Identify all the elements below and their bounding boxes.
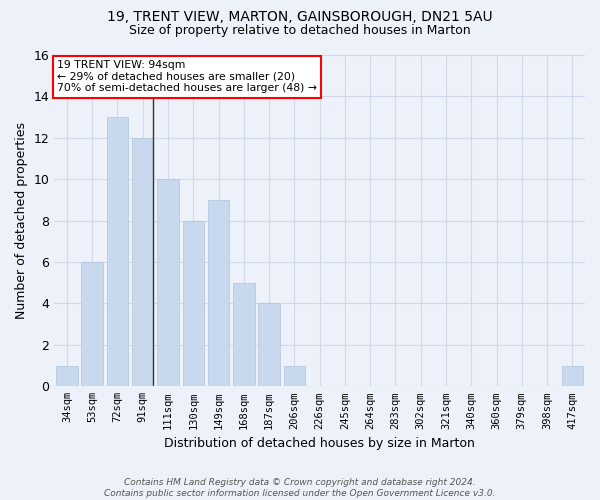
Bar (82, 262, 103, 386)
Text: Contains HM Land Registry data © Crown copyright and database right 2024.
Contai: Contains HM Land Registry data © Crown c… (104, 478, 496, 498)
Bar (107, 117, 128, 386)
Bar (56, 366, 77, 386)
Text: 19, TRENT VIEW, MARTON, GAINSBOROUGH, DN21 5AU: 19, TRENT VIEW, MARTON, GAINSBOROUGH, DN… (107, 10, 493, 24)
Bar (157, 179, 179, 386)
X-axis label: Distribution of detached houses by size in Marton: Distribution of detached houses by size … (164, 437, 475, 450)
Text: Size of property relative to detached houses in Marton: Size of property relative to detached ho… (129, 24, 471, 37)
Bar (132, 138, 154, 386)
Bar (233, 283, 254, 387)
Bar (562, 366, 583, 386)
Bar (284, 366, 305, 386)
Text: 19 TRENT VIEW: 94sqm
← 29% of detached houses are smaller (20)
70% of semi-detac: 19 TRENT VIEW: 94sqm ← 29% of detached h… (57, 60, 317, 93)
Bar (208, 200, 229, 386)
Bar (182, 220, 204, 386)
Y-axis label: Number of detached properties: Number of detached properties (15, 122, 28, 319)
Bar (259, 304, 280, 386)
